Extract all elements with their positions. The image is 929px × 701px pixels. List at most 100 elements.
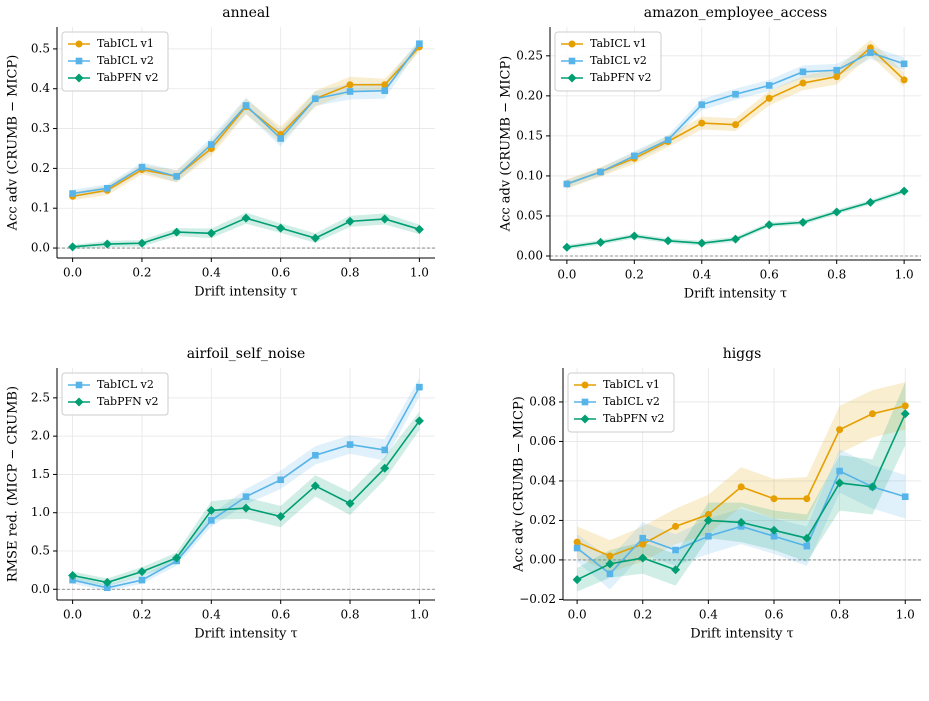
- chart-title: anneal: [222, 5, 270, 21]
- y-tick-label: 0.04: [529, 473, 556, 487]
- y-tick-label: 1.5: [31, 467, 50, 481]
- marker: [68, 570, 78, 580]
- marker: [836, 467, 843, 475]
- legend-box: [567, 372, 675, 433]
- y-tick-label: 0.10: [516, 168, 543, 182]
- legend-marker: [74, 73, 84, 83]
- marker: [663, 236, 673, 246]
- y-axis-label: Acc adv (CRUMB − MICP): [499, 56, 514, 233]
- marker: [703, 515, 713, 525]
- marker: [312, 95, 319, 102]
- x-tick-label: 0.0: [568, 608, 587, 622]
- marker: [901, 402, 909, 410]
- marker: [705, 532, 712, 540]
- marker: [346, 441, 354, 448]
- error-band: [72, 212, 420, 249]
- marker: [380, 214, 390, 224]
- x-axis-label: Drift intensity τ: [684, 287, 788, 302]
- marker: [865, 197, 875, 207]
- marker: [799, 79, 807, 87]
- legend-label: TabICL v2: [603, 395, 660, 408]
- legend: TabICL v2 TabPFN v2: [61, 372, 169, 416]
- x-tick-label: 0.0: [557, 268, 576, 282]
- x-tick-label: 0.2: [132, 266, 151, 280]
- y-tick-label: 0.20: [516, 88, 543, 102]
- x-tick-label: 0.0: [63, 266, 82, 280]
- x-tick-label: 1.0: [410, 266, 429, 280]
- y-tick-label: 0.00: [529, 552, 556, 566]
- marker: [596, 237, 606, 247]
- marker: [573, 538, 581, 546]
- marker: [572, 575, 582, 585]
- marker: [345, 499, 355, 509]
- legend-label: TabPFN v2: [97, 395, 158, 408]
- subplot: 0.0 0.2 0.4 0.6 0.8 1.0 0.0 0.1 0.2 0.3 0.4 0.5 anne…: [6, 5, 435, 300]
- marker: [416, 40, 423, 48]
- y-tick-label: 2.0: [31, 429, 50, 443]
- y-tick-label: 0.5: [31, 41, 50, 55]
- error-band: [566, 39, 905, 189]
- x-tick-label: 0.4: [692, 268, 711, 282]
- x-tick-label: 0.0: [63, 608, 82, 622]
- legend-box: [61, 31, 169, 92]
- legend-marker: [567, 73, 577, 83]
- y-tick-label: 0.00: [516, 248, 543, 262]
- marker: [867, 482, 877, 492]
- x-tick-label: 1.0: [895, 268, 914, 282]
- marker: [833, 66, 840, 74]
- x-axis-label: Drift intensity τ: [194, 627, 298, 642]
- marker: [310, 233, 320, 243]
- y-tick-label: 0.0: [31, 582, 50, 596]
- x-tick-label: 0.4: [202, 266, 221, 280]
- marker: [704, 511, 712, 519]
- x-tick-label: 0.2: [132, 608, 151, 622]
- y-tick-label: 0.05: [516, 208, 543, 222]
- y-tick-label: 0.2: [31, 161, 50, 175]
- marker: [731, 234, 740, 244]
- y-tick-label: 1.0: [31, 505, 50, 519]
- marker: [764, 220, 774, 230]
- marker: [208, 141, 215, 148]
- marker: [562, 242, 572, 252]
- marker: [563, 180, 571, 188]
- legend-marker: [74, 397, 84, 407]
- marker: [799, 68, 807, 76]
- marker: [638, 553, 648, 563]
- marker: [103, 584, 111, 592]
- x-tick-label: 0.8: [827, 268, 846, 282]
- marker: [836, 426, 844, 434]
- marker: [573, 544, 581, 552]
- legend-marker: [581, 381, 589, 389]
- marker: [276, 512, 286, 522]
- marker: [206, 505, 216, 515]
- x-tick-label: 0.4: [202, 608, 221, 622]
- x-tick-label: 0.2: [633, 608, 652, 622]
- marker: [606, 552, 614, 560]
- x-tick-label: 0.8: [340, 608, 359, 622]
- marker: [900, 60, 908, 68]
- x-tick-label: 1.0: [410, 608, 429, 622]
- chart-title: higgs: [723, 346, 762, 362]
- y-tick-label: 0.5: [31, 543, 50, 557]
- marker: [103, 185, 111, 192]
- marker: [697, 238, 707, 248]
- marker: [803, 495, 811, 503]
- legend: TabICL v1 TabICL v2 TabPFN v2: [554, 31, 662, 92]
- marker: [606, 570, 614, 578]
- legend-label: TabPFN v2: [603, 412, 664, 425]
- legend-label: TabICL v2: [97, 54, 154, 67]
- y-tick-label: 0.3: [31, 121, 50, 135]
- x-tick-label: 0.8: [340, 266, 359, 280]
- marker: [68, 242, 78, 252]
- legend-marker: [75, 57, 83, 65]
- marker: [868, 410, 876, 418]
- x-axis-label: Drift intensity τ: [194, 285, 298, 300]
- legend-label: TabICL v2: [590, 54, 647, 67]
- y-tick-label: 0.08: [529, 394, 556, 408]
- x-tick-label: 0.6: [271, 608, 290, 622]
- y-tick-label: 0.25: [516, 48, 543, 62]
- marker: [414, 224, 424, 234]
- y-axis-label: RMSE red. (MICP − CRUMB): [6, 386, 21, 582]
- marker: [137, 567, 147, 577]
- marker: [381, 81, 389, 89]
